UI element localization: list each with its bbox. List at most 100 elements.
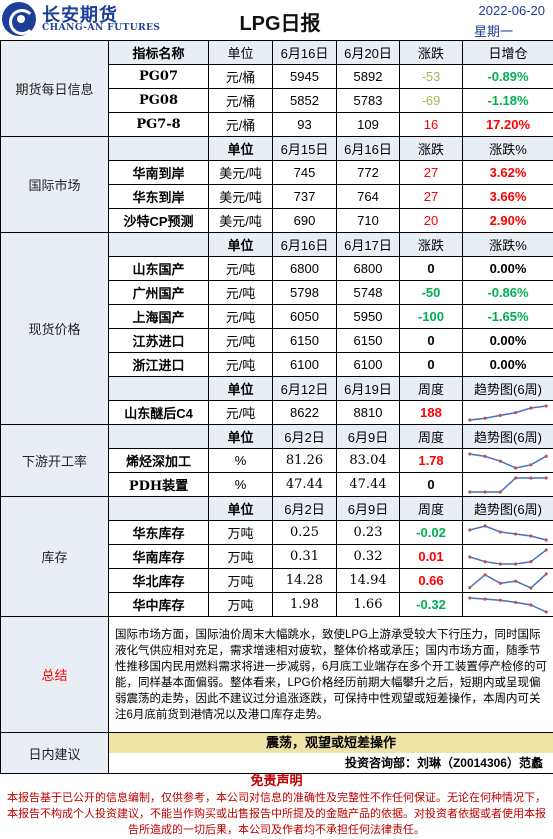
table-row: 沙特CP预测 美元/吨 690 710 20 2.90%	[1, 208, 553, 233]
row-value1: 5798	[272, 280, 337, 305]
row-name: 华南库存	[108, 544, 209, 569]
col-header-change: 涨跌	[399, 232, 463, 257]
advice-content: 震荡，观望或短差操作 投资咨询部：刘琳（Z0014306）范蠡	[108, 732, 553, 774]
row-value1: 6050	[272, 304, 337, 329]
sparkline-svg	[468, 547, 548, 566]
table-row: 浙江进口 元/吨 6100 6100 0 0.00%	[1, 352, 553, 377]
row-change: -53	[399, 64, 463, 89]
row-value2: 764	[336, 184, 400, 209]
row-weekly-change: 0	[399, 472, 463, 497]
sparkline-point	[514, 465, 518, 470]
row-name: 华南到岸	[108, 160, 209, 185]
logo-name-en: CHANG-AN FUTURES	[42, 23, 161, 33]
col-header-date1: 6月15日	[272, 136, 337, 161]
row-unit: %	[208, 472, 273, 497]
sparkline-point	[529, 533, 533, 538]
row-value2: 47.44	[336, 472, 400, 497]
disclaimer-body: 本报告基于已公开的信息编制，仅供参考，本公司对信息的准确性及完整性不作任何保证。…	[7, 792, 546, 836]
row-value2: 1.66	[336, 592, 400, 617]
sparkline-point	[514, 531, 518, 536]
col-header-blank	[108, 496, 209, 521]
sparkline-line	[469, 404, 547, 421]
row-unit: 美元/吨	[208, 208, 273, 233]
col-header-unit: 单位	[208, 376, 273, 401]
row-weekly-change: 0.66	[399, 568, 463, 593]
sparkline-line	[469, 572, 547, 589]
col-header-unit: 单位	[208, 424, 273, 449]
row-weekly-change: 0.01	[399, 544, 463, 569]
row-name: 华东库存	[108, 520, 209, 545]
row-value1: 5852	[272, 88, 337, 113]
disclaimer-title: 免责声明	[250, 773, 303, 788]
trend-sparkline	[462, 520, 553, 545]
section-label-summary: 总结	[0, 616, 109, 733]
sparkline-point	[483, 523, 487, 528]
col-header-blank	[108, 136, 209, 161]
sparkline-svg	[468, 451, 548, 470]
row-name: 上海国产	[108, 304, 209, 329]
col-header-date2: 6月19日	[336, 376, 400, 401]
report-header: 长安期货 CHANG-AN FUTURES LPG日报 2022-06-20 星…	[0, 0, 553, 40]
col-header-blank	[108, 376, 209, 401]
table-row: 华中库存 万吨 1.98 1.66 -0.32	[1, 592, 553, 617]
sparkline-point	[529, 405, 533, 410]
sparkline-point	[468, 489, 472, 494]
table-row: 华北库存 万吨 14.28 14.94 0.66	[1, 568, 553, 593]
row-change: -100	[399, 304, 463, 329]
row-unit: 元/吨	[208, 256, 273, 281]
row-value2: 5892	[336, 64, 400, 89]
row-unit: 万吨	[208, 568, 273, 593]
row-name: 浙江进口	[108, 352, 209, 377]
col-header-name: 指标名称	[108, 40, 209, 65]
table-row: 江苏进口 元/吨 6150 6150 0 0.00%	[1, 328, 553, 353]
row-oi-change: -0.89%	[462, 64, 553, 89]
row-name: 山东醚后C4	[108, 400, 209, 425]
row-oi-change: 17.20%	[462, 112, 553, 137]
row-name: 烯烃深加工	[108, 448, 209, 473]
row-value1: 93	[272, 112, 337, 137]
sparkline-point	[498, 598, 502, 602]
row-oi-change: -1.18%	[462, 88, 553, 113]
row-name: 江苏进口	[108, 328, 209, 353]
logo-mark-icon	[2, 2, 36, 36]
trend-sparkline	[462, 472, 553, 497]
row-value2: 14.94	[336, 568, 400, 593]
row-name: PG7-8	[108, 112, 209, 137]
row-value1: 0.31	[272, 544, 337, 569]
row-value1: 47.44	[272, 472, 337, 497]
row-weekly-change: -0.32	[399, 592, 463, 617]
col-header-change: 涨跌	[399, 40, 463, 65]
sparkline-point	[468, 527, 472, 532]
row-value1: 745	[272, 160, 337, 185]
col-header-date1: 6月12日	[272, 376, 337, 401]
row-value1: 690	[272, 208, 337, 233]
row-name: PG07	[108, 64, 209, 89]
col-header-trend: 趋势图(6周)	[462, 496, 553, 521]
col-header-date2: 6月17日	[336, 232, 400, 257]
sparkline-svg	[468, 523, 548, 542]
trend-sparkline	[462, 592, 553, 617]
report-title: LPG日报	[239, 13, 321, 35]
row-value2: 6150	[336, 328, 400, 353]
row-change: 20	[399, 208, 463, 233]
row-change-pct: 0.00%	[462, 352, 553, 377]
sparkline-point	[483, 416, 487, 420]
row-change-pct: 0.00%	[462, 256, 553, 281]
trend-sparkline	[462, 448, 553, 473]
row-unit: 元/吨	[208, 304, 273, 329]
row-unit: 元/吨	[208, 352, 273, 377]
row-name: 华北库存	[108, 568, 209, 593]
advice-row: 日内建议 震荡，观望或短差操作 投资咨询部：刘琳（Z0014306）范蠡	[0, 732, 553, 774]
row-unit: 元/桶	[208, 112, 273, 137]
summary-row: 总结 国际市场方面，国际油价周末大幅跳水，致使LPG上游承受较大下行压力，同时国…	[0, 616, 553, 733]
row-change-pct: 3.62%	[462, 160, 553, 185]
sparkline-point	[529, 475, 533, 480]
row-value1: 8622	[272, 400, 337, 425]
row-change-pct: 2.90%	[462, 208, 553, 233]
row-change: 0	[399, 328, 463, 353]
sparkline-line	[469, 596, 547, 613]
sparkline-point	[514, 475, 518, 480]
col-header-weekly: 周度	[399, 424, 463, 449]
col-header-date1: 6月2日	[272, 424, 337, 449]
sparkline-point	[529, 559, 533, 563]
